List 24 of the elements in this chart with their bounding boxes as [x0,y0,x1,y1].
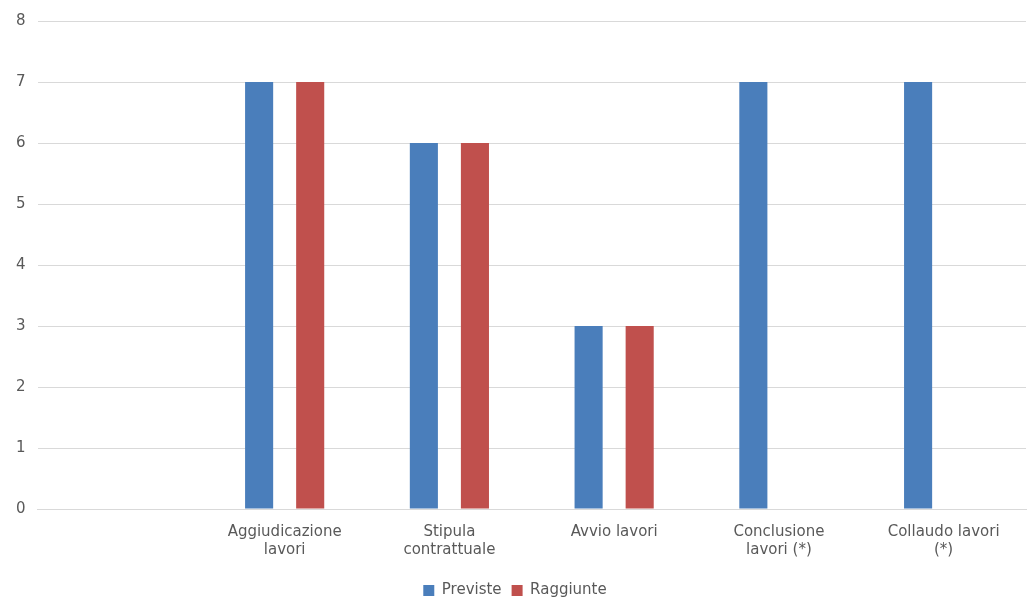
bar [904,82,933,509]
bar [574,326,603,509]
x-tick-label: Avvio lavori [570,521,658,540]
y-tick-label: 6 [16,132,26,151]
bar [245,82,274,509]
y-tick-label: 3 [16,315,26,334]
x-tick-label: Stipula contrattuale [403,521,496,558]
y-tick-label: 0 [16,498,26,517]
bar [625,326,654,509]
bar [739,82,768,509]
x-tick-label: Collaudo lavori (*) [887,521,1000,558]
bar [460,143,489,509]
x-tick-label: Aggiudicazione lavori [227,521,342,558]
x-tick-label: Conclusione lavori (*) [733,521,825,558]
legend-label: Previste [441,580,502,599]
y-tick-label: 5 [16,193,26,212]
bar [296,82,325,509]
y-tick-label: 4 [16,254,26,273]
y-tick-label: 8 [16,10,26,29]
y-tick-label: 2 [16,376,26,395]
y-tick-label: 7 [16,71,26,90]
bar [409,143,438,509]
y-tick-label: 1 [16,437,26,456]
legend-label: Raggiunte [530,580,607,599]
